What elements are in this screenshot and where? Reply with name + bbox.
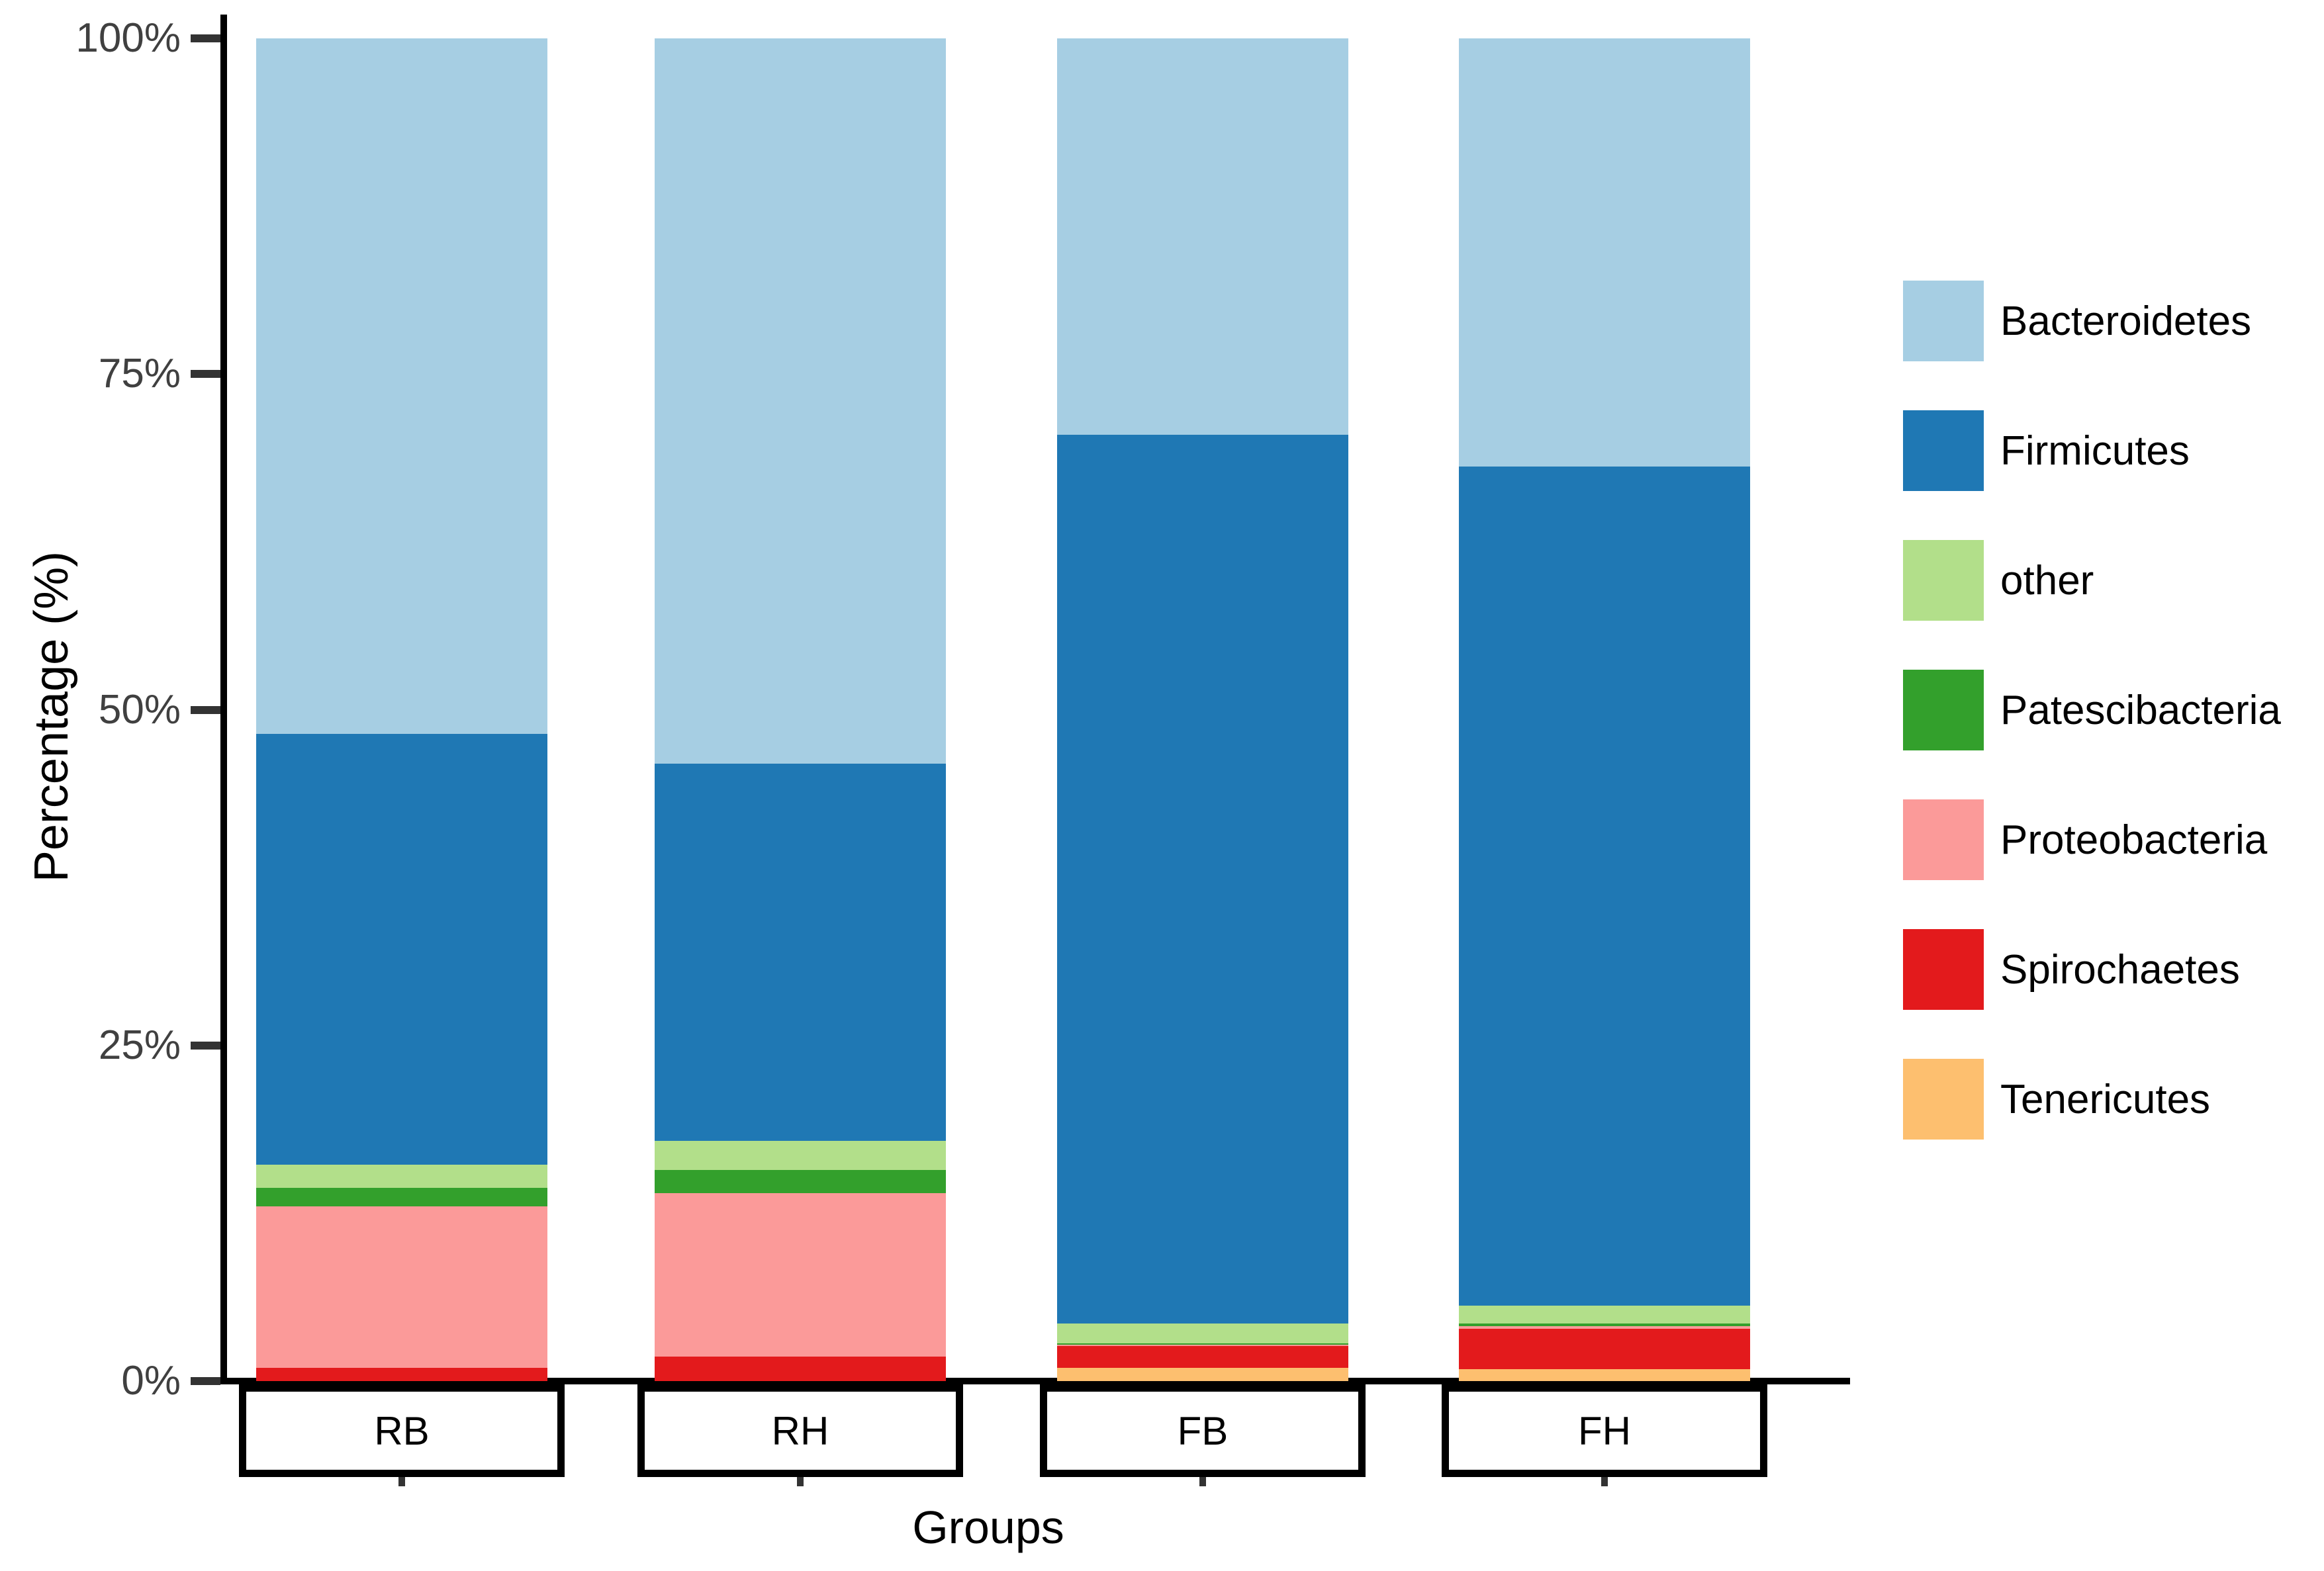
x-axis-tick-fh xyxy=(1601,1477,1608,1486)
legend-label-other: other xyxy=(2000,557,2094,604)
x-axis-line xyxy=(220,1378,1850,1384)
legend-swatch-firmicutes xyxy=(1903,410,1984,491)
x-axis-label-box-rh: RH xyxy=(637,1384,963,1477)
x-axis-label-box-rb: RB xyxy=(239,1384,565,1477)
legend-label-bacteroidetes: Bacteroidetes xyxy=(2000,298,2252,344)
bar-FB-segment-bacteroidetes xyxy=(1057,38,1348,435)
legend-label-tenericutes: Tenericutes xyxy=(2000,1076,2211,1122)
bar-RB-segment-bacteroidetes xyxy=(256,38,547,735)
bar-FB-segment-proteobacteria xyxy=(1057,1345,1348,1347)
x-axis-tick-fb xyxy=(1199,1477,1206,1486)
y-axis-tick-label-25: 25% xyxy=(98,1022,181,1068)
bar-FH-segment-other xyxy=(1459,1306,1750,1324)
legend-label-proteobacteria: Proteobacteria xyxy=(2000,817,2268,863)
bar-RH-segment-bacteroidetes xyxy=(655,38,946,764)
y-axis-line xyxy=(220,15,227,1384)
legend-label-firmicutes: Firmicutes xyxy=(2000,427,2190,474)
y-axis-tick-label-75: 75% xyxy=(98,351,181,397)
y-axis-tick-100 xyxy=(191,34,220,42)
bar-RB-segment-patescibacteria xyxy=(256,1187,547,1207)
y-axis-tick-label-0: 0% xyxy=(121,1358,181,1404)
bar-FH-segment-tenericutes xyxy=(1459,1369,1750,1381)
legend-swatch-spirochaetes xyxy=(1903,929,1984,1010)
bar-FH-segment-firmicutes xyxy=(1459,467,1750,1306)
legend-swatch-proteobacteria xyxy=(1903,799,1984,880)
bar-RB-segment-firmicutes xyxy=(256,734,547,1165)
bar-RB-segment-proteobacteria xyxy=(256,1206,547,1368)
legend-label-patescibacteria: Patescibacteria xyxy=(2000,687,2281,733)
legend-swatch-patescibacteria xyxy=(1903,670,1984,750)
bar-FH-segment-proteobacteria xyxy=(1459,1325,1750,1329)
bar-RH-segment-spirochaetes xyxy=(655,1357,946,1381)
x-axis-label-box-fh: FH xyxy=(1442,1384,1767,1477)
legend-swatch-tenericutes xyxy=(1903,1059,1984,1140)
bar-FB-segment-other xyxy=(1057,1323,1348,1344)
legend-label-spirochaetes: Spirochaetes xyxy=(2000,946,2240,993)
bar-FB-segment-patescibacteria xyxy=(1057,1343,1348,1345)
bar-RB-segment-spirochaetes xyxy=(256,1367,547,1381)
legend-swatch-bacteroidetes xyxy=(1903,281,1984,361)
bar-RH-segment-other xyxy=(655,1140,946,1171)
bar-RH-segment-patescibacteria xyxy=(655,1170,946,1193)
y-axis-tick-label-100: 100% xyxy=(75,15,181,61)
bar-FB-segment-firmicutes xyxy=(1057,434,1348,1324)
y-axis-tick-25 xyxy=(191,1041,220,1050)
x-axis-tick-rb xyxy=(398,1477,405,1486)
y-axis-tick-0 xyxy=(191,1377,220,1385)
x-axis-tick-rh xyxy=(797,1477,804,1486)
bar-FB-segment-spirochaetes xyxy=(1057,1346,1348,1368)
bar-FH-segment-spirochaetes xyxy=(1459,1328,1750,1369)
bar-RH-segment-proteobacteria xyxy=(655,1192,946,1357)
x-axis-title: Groups xyxy=(912,1502,1064,1553)
bar-FB-segment-tenericutes xyxy=(1057,1367,1348,1381)
bar-FH-segment-patescibacteria xyxy=(1459,1323,1750,1326)
x-axis-label-box-fb: FB xyxy=(1040,1384,1366,1477)
y-axis-tick-label-50: 50% xyxy=(98,686,181,733)
bar-RB-segment-other xyxy=(256,1165,547,1188)
legend-swatch-other xyxy=(1903,540,1984,621)
y-axis-tick-75 xyxy=(191,370,220,379)
bar-RH-segment-firmicutes xyxy=(655,763,946,1141)
y-axis-tick-50 xyxy=(191,705,220,714)
bar-FH-segment-bacteroidetes xyxy=(1459,38,1750,467)
